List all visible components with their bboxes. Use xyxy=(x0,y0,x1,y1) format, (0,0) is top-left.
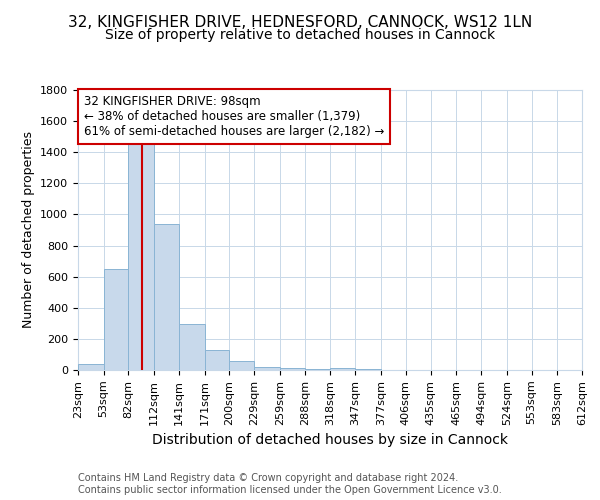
Bar xyxy=(154,224,179,370)
Bar xyxy=(179,324,205,370)
Bar xyxy=(205,350,229,370)
Text: 32 KINGFISHER DRIVE: 98sqm
← 38% of detached houses are smaller (1,379)
61% of s: 32 KINGFISHER DRIVE: 98sqm ← 38% of deta… xyxy=(84,94,385,138)
Y-axis label: Number of detached properties: Number of detached properties xyxy=(22,132,35,328)
Bar xyxy=(254,367,280,370)
Bar xyxy=(128,142,154,370)
Bar xyxy=(280,368,305,370)
Bar xyxy=(305,369,331,370)
Bar xyxy=(331,368,355,370)
Text: Size of property relative to detached houses in Cannock: Size of property relative to detached ho… xyxy=(105,28,495,42)
Bar xyxy=(355,369,381,370)
X-axis label: Distribution of detached houses by size in Cannock: Distribution of detached houses by size … xyxy=(152,433,508,447)
Bar xyxy=(229,360,254,370)
Bar xyxy=(78,364,104,370)
Bar xyxy=(104,269,128,370)
Text: Contains HM Land Registry data © Crown copyright and database right 2024.
Contai: Contains HM Land Registry data © Crown c… xyxy=(78,474,502,495)
Text: 32, KINGFISHER DRIVE, HEDNESFORD, CANNOCK, WS12 1LN: 32, KINGFISHER DRIVE, HEDNESFORD, CANNOC… xyxy=(68,15,532,30)
